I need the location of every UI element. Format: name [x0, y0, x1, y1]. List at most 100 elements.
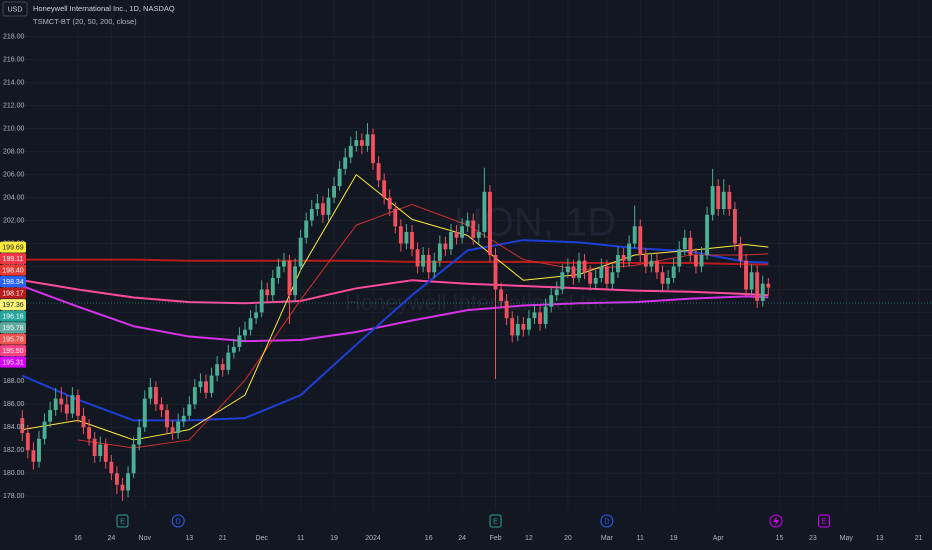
candle-body: [265, 289, 270, 296]
candle-body: [415, 249, 420, 267]
candle-body: [476, 232, 481, 238]
candle-body: [410, 232, 414, 250]
watermark-symbol: HON, 1D: [454, 201, 616, 245]
event-label: D: [604, 518, 609, 525]
candle-body: [332, 186, 336, 198]
candle-body: [398, 226, 403, 244]
candle-body: [348, 145, 353, 158]
y-tick-label: 178.00: [3, 493, 25, 500]
candle-body: [616, 255, 620, 273]
candle-body: [482, 191, 487, 233]
candle-body: [192, 387, 197, 405]
candle-body: [103, 444, 108, 462]
candle-body: [59, 398, 64, 405]
x-tick-label: Apr: [713, 535, 725, 542]
moving-average-line: [21, 239, 769, 422]
candles: [20, 122, 771, 501]
price-scale-labels: 199.69 199.11 198.40 198.34 198.17 197.36 196.…: [0, 241, 26, 368]
candle-body: [432, 260, 437, 273]
event-marker[interactable]: [600, 514, 614, 528]
candle-body: [276, 266, 281, 278]
candle-body: [226, 352, 231, 370]
candle-body: [693, 255, 698, 267]
candle-body: [320, 203, 325, 215]
candle-body: [281, 260, 286, 267]
candle-body: [64, 404, 69, 414]
candle-body: [387, 197, 392, 210]
candle-body: [526, 318, 531, 330]
candle-body: [643, 255, 648, 267]
candle-body: [499, 289, 504, 301]
candle-body: [393, 209, 398, 227]
split-icon[interactable]: [769, 514, 783, 528]
price-label-box: [0, 241, 26, 253]
y-tick-label: 204.00: [3, 194, 25, 201]
candle-body: [114, 473, 119, 485]
candle-body: [309, 209, 314, 221]
moving-average-line: [22, 279, 769, 305]
candle-body: [721, 191, 726, 210]
candle-body: [460, 226, 465, 238]
y-tick-label: 188.00: [3, 378, 25, 385]
candle-body: [604, 266, 609, 284]
currency-button[interactable]: [2, 1, 28, 17]
candle-body: [710, 186, 715, 215]
candle-body: [493, 255, 498, 290]
price-label: 196.16: [2, 313, 24, 320]
candle-body: [42, 421, 47, 439]
moving-average-line: [22, 258, 769, 266]
x-tick-label: 24: [458, 535, 466, 542]
x-tick-label: 23: [809, 535, 817, 542]
candle-body: [37, 438, 41, 462]
y-tick-label: 216.00: [3, 57, 25, 64]
candle-body: [231, 346, 236, 353]
candle-body: [376, 163, 381, 181]
x-tick-label: 11: [297, 535, 304, 542]
candle-body: [688, 237, 693, 255]
candle-body: [677, 249, 682, 267]
candle-body: [682, 237, 687, 250]
candle-body: [421, 255, 426, 267]
candle-body: [87, 427, 92, 439]
candle-body: [705, 214, 710, 255]
candle-body: [131, 444, 136, 474]
event-marker[interactable]: [171, 514, 185, 528]
candle-body: [359, 140, 364, 146]
indicator-name: TSMCT-BT (20, 50, 200, close): [33, 17, 137, 26]
candle-body: [666, 277, 671, 284]
x-tick-label: 21: [219, 535, 227, 542]
event-marker[interactable]: [817, 514, 830, 528]
y-tick-label: 184.00: [3, 424, 25, 431]
y-tick-label: 180.00: [3, 470, 25, 477]
price-label: 198.40: [2, 267, 24, 274]
candle-body: [365, 134, 370, 146]
candle-body: [31, 450, 36, 462]
price-label: 199.11: [3, 256, 24, 263]
watermark: HON, 1D Honeywell International Inc.: [345, 201, 616, 315]
x-tick-label: 20: [564, 535, 572, 542]
x-tick-label: 11: [637, 535, 644, 542]
candle-body: [371, 134, 375, 164]
candle-body: [170, 427, 175, 434]
x-tick-label: May: [840, 535, 854, 542]
candle-body: [766, 283, 771, 288]
price-label: 197.36: [2, 302, 24, 309]
candle-body: [248, 318, 253, 330]
event-marker[interactable]: [116, 514, 129, 528]
candle-body: [426, 255, 431, 273]
candle-body: [588, 272, 593, 284]
y-tick-label: 202.00: [3, 217, 25, 224]
event-marker[interactable]: [489, 514, 502, 528]
x-tick-label: 12: [525, 535, 533, 542]
candle-body: [137, 427, 142, 445]
candle-body: [215, 364, 220, 376]
candle-body: [204, 381, 208, 393]
candle-body: [75, 395, 80, 416]
watermark-name: Honeywell International Inc.: [345, 290, 615, 315]
price-label: 195.50: [2, 348, 24, 355]
candle-body: [749, 272, 754, 290]
candle-body: [220, 364, 225, 370]
candle-body: [209, 375, 214, 393]
